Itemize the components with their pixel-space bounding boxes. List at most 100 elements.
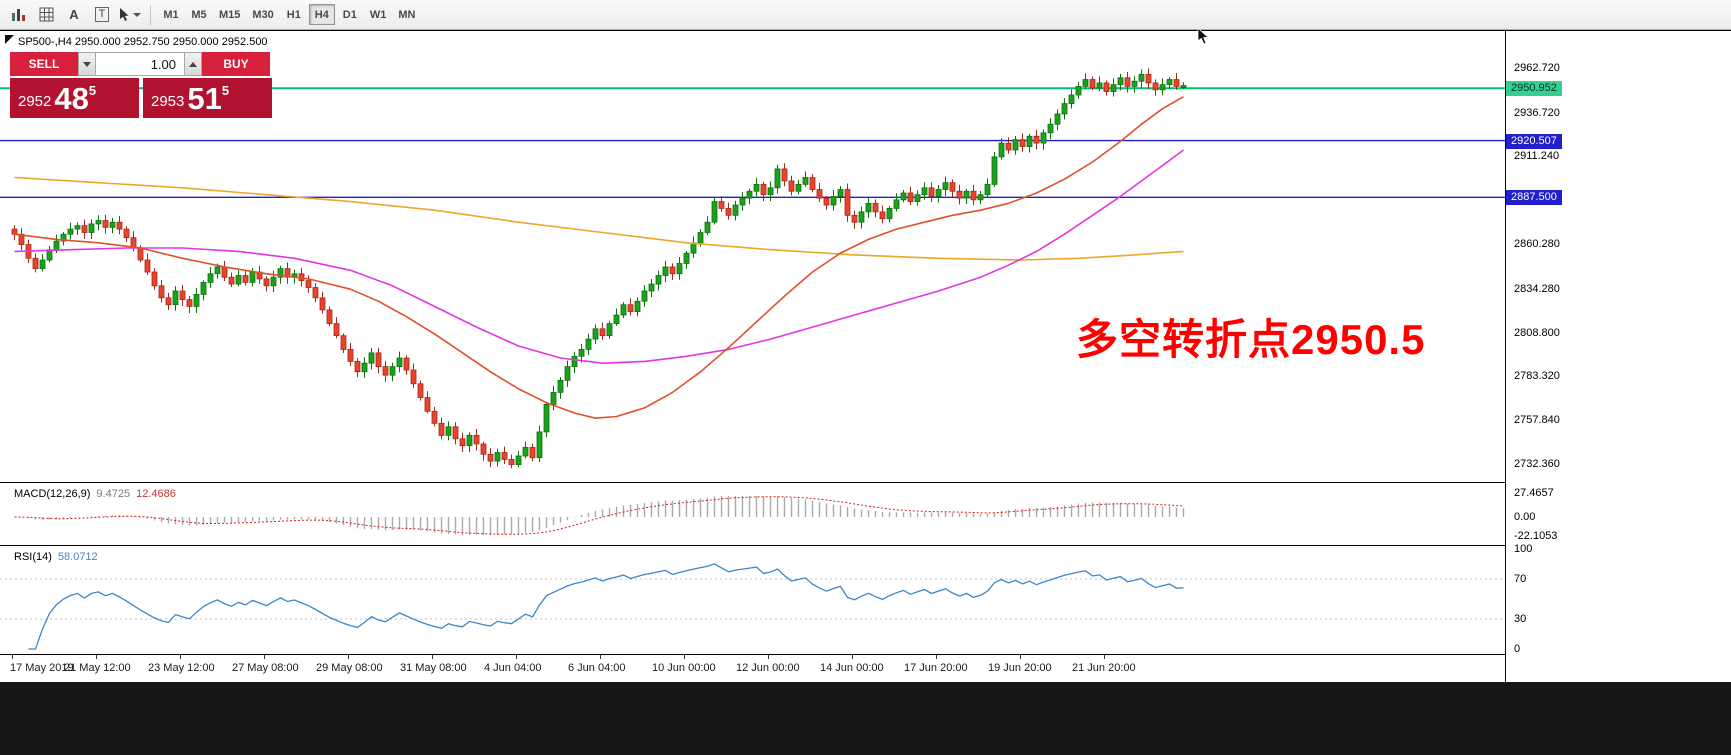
panel-divider-macd[interactable] bbox=[0, 482, 1731, 483]
sell-price-display[interactable]: 2952 48 5 bbox=[10, 78, 139, 118]
time-tick bbox=[12, 655, 13, 659]
grid-glyph bbox=[39, 7, 53, 22]
sell-price-sup: 5 bbox=[88, 83, 97, 98]
rsi-panel[interactable] bbox=[0, 546, 1731, 654]
macd-name: MACD(12,26,9) bbox=[14, 488, 91, 500]
time-label: 29 May 08:00 bbox=[316, 662, 383, 674]
time-label: 6 Jun 04:00 bbox=[568, 662, 626, 674]
tf-button-m30[interactable]: M30 bbox=[247, 4, 278, 25]
one-click-trading-panel: SELL BUY 2952 48 5 2953 51 5 bbox=[10, 52, 274, 118]
time-label: 19 Jun 20:00 bbox=[988, 662, 1052, 674]
frame-tool-label: T bbox=[94, 7, 110, 22]
time-tick bbox=[96, 655, 97, 659]
rsi-axis-label: 100 bbox=[1514, 543, 1533, 555]
toolbar: A T M1 M5 M15 M30 H1 H4 D1 W1 MN bbox=[0, 0, 1731, 30]
price-badge: 2920.507 bbox=[1506, 133, 1562, 149]
price-axis[interactable]: 2962.720 2936.720 2911.240 2860.280 2834.280… bbox=[1505, 31, 1731, 682]
price-tick-label: 2783.320 bbox=[1514, 370, 1560, 383]
main-chart-panel[interactable] bbox=[0, 30, 1731, 483]
cursor-tool-icon[interactable] bbox=[117, 3, 143, 27]
price-tick-label: 2936.720 bbox=[1514, 106, 1560, 119]
tf-button-m15[interactable]: M15 bbox=[214, 4, 245, 25]
tf-button-mn[interactable]: MN bbox=[393, 4, 420, 25]
panel-divider-timeaxis bbox=[0, 654, 1731, 655]
caret-up-icon bbox=[189, 61, 197, 67]
macd-panel[interactable] bbox=[0, 483, 1731, 545]
time-tick bbox=[180, 655, 181, 659]
mouse-cursor bbox=[1197, 28, 1209, 45]
time-tick bbox=[684, 655, 685, 659]
time-tick bbox=[852, 655, 853, 659]
macd-label: MACD(12,26,9) 9.4725 12.4686 bbox=[14, 488, 176, 500]
rsi-label: RSI(14) 58.0712 bbox=[14, 551, 98, 563]
time-label: 27 May 08:00 bbox=[232, 662, 299, 674]
time-tick bbox=[936, 655, 937, 659]
time-label: 23 May 12:00 bbox=[148, 662, 215, 674]
time-tick bbox=[348, 655, 349, 659]
price-badge: 2950.952 bbox=[1506, 81, 1562, 97]
volume-decrease-button[interactable] bbox=[78, 52, 96, 76]
tf-button-m1[interactable]: M1 bbox=[158, 4, 184, 25]
buy-price-main: 2953 bbox=[151, 93, 185, 110]
bar-chart-icon[interactable] bbox=[5, 3, 31, 27]
rsi-name: RSI(14) bbox=[14, 551, 52, 563]
time-label: 31 May 08:00 bbox=[400, 662, 467, 674]
price-tick-label: 2834.280 bbox=[1514, 282, 1560, 295]
text-tool-icon[interactable]: A bbox=[69, 7, 79, 22]
time-axis[interactable]: 17 May 2019 21 May 12:00 23 May 12:00 27 Ma… bbox=[0, 655, 1731, 681]
buy-price-sup: 5 bbox=[221, 83, 230, 98]
sell-price-big: 48 bbox=[54, 81, 89, 116]
time-tick bbox=[264, 655, 265, 659]
panel-divider-rsi[interactable] bbox=[0, 545, 1731, 546]
time-label: 21 Jun 20:00 bbox=[1072, 662, 1136, 674]
chart-collapse-triangle[interactable] bbox=[5, 35, 14, 44]
buy-price-big: 51 bbox=[187, 81, 222, 116]
rsi-value: 58.0712 bbox=[57, 551, 98, 563]
price-tick-label: 2962.720 bbox=[1514, 61, 1560, 74]
macd-value-main: 9.4725 bbox=[96, 488, 131, 500]
bar-chart-glyph bbox=[12, 8, 25, 21]
buy-price-display[interactable]: 2953 51 5 bbox=[143, 78, 272, 118]
time-label: 10 Jun 00:00 bbox=[652, 662, 716, 674]
sell-price-main: 2952 bbox=[18, 93, 52, 110]
tf-button-d1[interactable]: D1 bbox=[337, 4, 363, 25]
time-tick bbox=[1020, 655, 1021, 659]
time-tick bbox=[768, 655, 769, 659]
sell-button[interactable]: SELL bbox=[10, 52, 78, 76]
macd-axis-label: -22.1053 bbox=[1514, 530, 1558, 543]
time-label: 17 May 2019 bbox=[10, 662, 74, 674]
time-tick bbox=[516, 655, 517, 659]
chart-annotation: 多空转折点2950.5 bbox=[1076, 316, 1426, 363]
time-tick bbox=[600, 655, 601, 659]
chart-top-border bbox=[0, 30, 1731, 31]
time-label: 14 Jun 00:00 bbox=[820, 662, 884, 674]
tf-button-m5[interactable]: M5 bbox=[186, 4, 212, 25]
volume-increase-button[interactable] bbox=[184, 52, 202, 76]
grid-icon[interactable] bbox=[33, 3, 59, 27]
price-badge: 2887.500 bbox=[1506, 190, 1562, 206]
chevron-down-icon bbox=[133, 12, 141, 17]
rsi-axis-label: 30 bbox=[1514, 613, 1527, 625]
time-label: 17 Jun 20:00 bbox=[904, 662, 968, 674]
toolbar-separator bbox=[150, 4, 151, 25]
rsi-axis-label: 70 bbox=[1514, 573, 1527, 585]
tf-button-h1[interactable]: H1 bbox=[281, 4, 307, 25]
time-label: 12 Jun 00:00 bbox=[736, 662, 800, 674]
price-tick-label: 2860.280 bbox=[1514, 238, 1560, 251]
rsi-axis-label: 0 bbox=[1514, 643, 1521, 655]
volume-input[interactable] bbox=[96, 52, 184, 76]
price-tick-label: 2808.800 bbox=[1514, 326, 1560, 339]
time-tick bbox=[432, 655, 433, 659]
time-label: 4 Jun 04:00 bbox=[484, 662, 542, 674]
frame-tool-icon[interactable]: T bbox=[89, 3, 115, 27]
time-tick bbox=[1104, 655, 1105, 659]
tf-button-w1[interactable]: W1 bbox=[365, 4, 392, 25]
tf-button-h4[interactable]: H4 bbox=[308, 4, 335, 25]
price-tick-label: 2757.840 bbox=[1514, 414, 1560, 427]
macd-value-signal: 12.4686 bbox=[136, 488, 176, 500]
buy-button[interactable]: BUY bbox=[202, 52, 270, 76]
macd-axis-label: 0.00 bbox=[1514, 511, 1536, 523]
caret-down-icon bbox=[83, 61, 91, 67]
time-label: 21 May 12:00 bbox=[64, 662, 131, 674]
